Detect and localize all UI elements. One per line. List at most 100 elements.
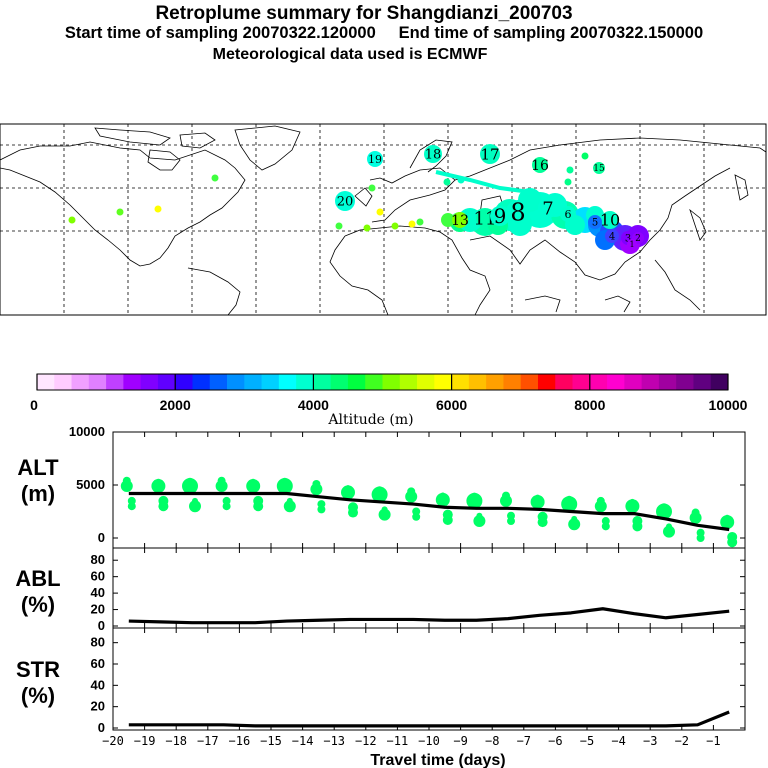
x-tick-label: −13 <box>323 734 345 748</box>
altitude-sample-point <box>440 492 445 497</box>
plume-day-marker <box>367 151 383 167</box>
altitude-sample-point <box>276 478 293 495</box>
altitude-colorbar: 0 2000 4000 6000 8000 10000 Altitude (m) <box>30 373 748 428</box>
altitude-sample-point <box>246 479 261 494</box>
colorbar-cell <box>503 374 522 390</box>
altitude-sample-point <box>371 486 388 503</box>
sampling-time-subtitle: Start time of sampling 20070322.120000 E… <box>64 24 704 42</box>
colorbar-tick-label: 2000 <box>160 397 191 413</box>
plume-small-marker <box>391 222 399 230</box>
altitude-sample-point <box>566 495 573 502</box>
y-tick-label: 0 <box>98 530 105 545</box>
plume-day-label: 15 <box>593 164 605 174</box>
y-tick-label: 80 <box>91 635 105 650</box>
plume-day-label: 9 <box>494 204 507 228</box>
x-tick-label: −18 <box>165 734 187 748</box>
altitude-sample-point <box>281 477 288 484</box>
plume-day-label: 13 <box>451 213 469 229</box>
colorbar-cell <box>54 374 72 390</box>
colorbar-cell <box>486 374 504 390</box>
colorbar-cell <box>417 374 435 390</box>
map-frame <box>0 123 767 316</box>
colorbar-cell <box>261 374 280 390</box>
colorbar-cell <box>296 374 314 390</box>
plume-small-marker <box>408 220 416 228</box>
colorbar-tick-label: 8000 <box>574 397 605 413</box>
altitude-sample-point <box>656 503 672 520</box>
plume-day-label: 18 <box>425 148 442 163</box>
plume-small-marker <box>335 222 343 230</box>
colorbar-cell <box>641 374 660 390</box>
altitude-sample-point <box>122 476 131 485</box>
colorbar-cell <box>330 374 349 390</box>
colorbar-cell <box>451 374 470 390</box>
plume-day-label: 5 <box>592 218 598 229</box>
time-series-panels: 1000050000ALT(m)806040200ABL(%)806040200… <box>15 424 746 735</box>
colorbar-cell <box>468 374 487 390</box>
colorbar-tick-label: 6000 <box>436 397 467 413</box>
altitude-sample-point <box>691 508 700 517</box>
colorbar-cell <box>175 374 193 390</box>
plume-day-label: 7 <box>542 198 553 219</box>
y-tick-label: 60 <box>91 569 105 584</box>
y-tick-label: 40 <box>91 585 105 600</box>
plume-day-marker <box>424 145 442 163</box>
altitude-sample-point <box>283 500 296 513</box>
colorbar-cell <box>710 374 729 390</box>
x-tick-label: −3 <box>643 734 657 748</box>
y-tick-label: 0 <box>98 618 105 633</box>
plume-day-marker <box>593 162 605 174</box>
colorbar-cell <box>157 374 176 390</box>
colorbar-tick-label: 0 <box>30 397 38 413</box>
y-tick-label: 5000 <box>76 477 105 492</box>
colorbar-cell <box>537 374 556 390</box>
altitude-sample-point <box>435 492 450 507</box>
colorbar-cell <box>244 374 262 390</box>
plume-small-marker <box>443 178 451 186</box>
altitude-sample-point <box>158 501 169 512</box>
plume-day-marker <box>480 144 500 164</box>
colorbar-cell <box>434 374 452 390</box>
colorbar-cell <box>313 374 332 390</box>
colorbar-cell <box>365 374 383 390</box>
altitude-sample-point <box>466 492 483 509</box>
plume-small-marker <box>363 224 371 232</box>
panel-frame <box>112 431 746 549</box>
plume-day-label: 1 <box>629 240 634 249</box>
series-line-alt <box>128 491 730 532</box>
x-tick-label: −19 <box>134 734 156 748</box>
altitude-sample-point <box>632 521 643 532</box>
altitude-sample-point <box>663 525 675 538</box>
plume-day-label: 2 <box>635 234 641 244</box>
map-coastlines <box>0 125 767 316</box>
x-tick-label: −2 <box>675 734 689 748</box>
colorbar-cell <box>399 374 418 390</box>
altitude-sample-point <box>561 496 578 513</box>
x-tick-label: −4 <box>611 734 625 748</box>
colorbar-cell <box>106 374 124 390</box>
plume-day-label: 3 <box>625 234 631 245</box>
plume-small-marker <box>581 152 589 160</box>
colorbar-cell <box>589 374 608 390</box>
plume-day-marker <box>605 229 619 243</box>
colorbar-cell <box>572 374 591 390</box>
plume-small-marker <box>368 184 376 192</box>
plume-day-marker <box>335 191 355 211</box>
y-tick-label: 80 <box>91 552 105 567</box>
altitude-sample-point <box>725 514 730 519</box>
altitude-sample-point <box>182 478 198 495</box>
x-tick-label: −9 <box>453 734 467 748</box>
altitude-sample-point <box>376 486 383 493</box>
altitude-sample-point <box>625 499 640 514</box>
x-tick-label: −5 <box>580 734 594 748</box>
plume-day-label: 6 <box>565 208 572 221</box>
colorbar-cell <box>658 374 677 390</box>
colorbar-tick-label: 10000 <box>709 397 748 413</box>
altitude-sample-point <box>471 492 478 499</box>
panel-label: STR <box>16 657 60 682</box>
x-tick-label: −14 <box>292 734 314 748</box>
altitude-sample-point <box>696 534 705 542</box>
plume-day-label: 16 <box>531 158 549 174</box>
x-tick-label: −1 <box>706 734 720 748</box>
panel-label: ABL <box>15 566 60 591</box>
